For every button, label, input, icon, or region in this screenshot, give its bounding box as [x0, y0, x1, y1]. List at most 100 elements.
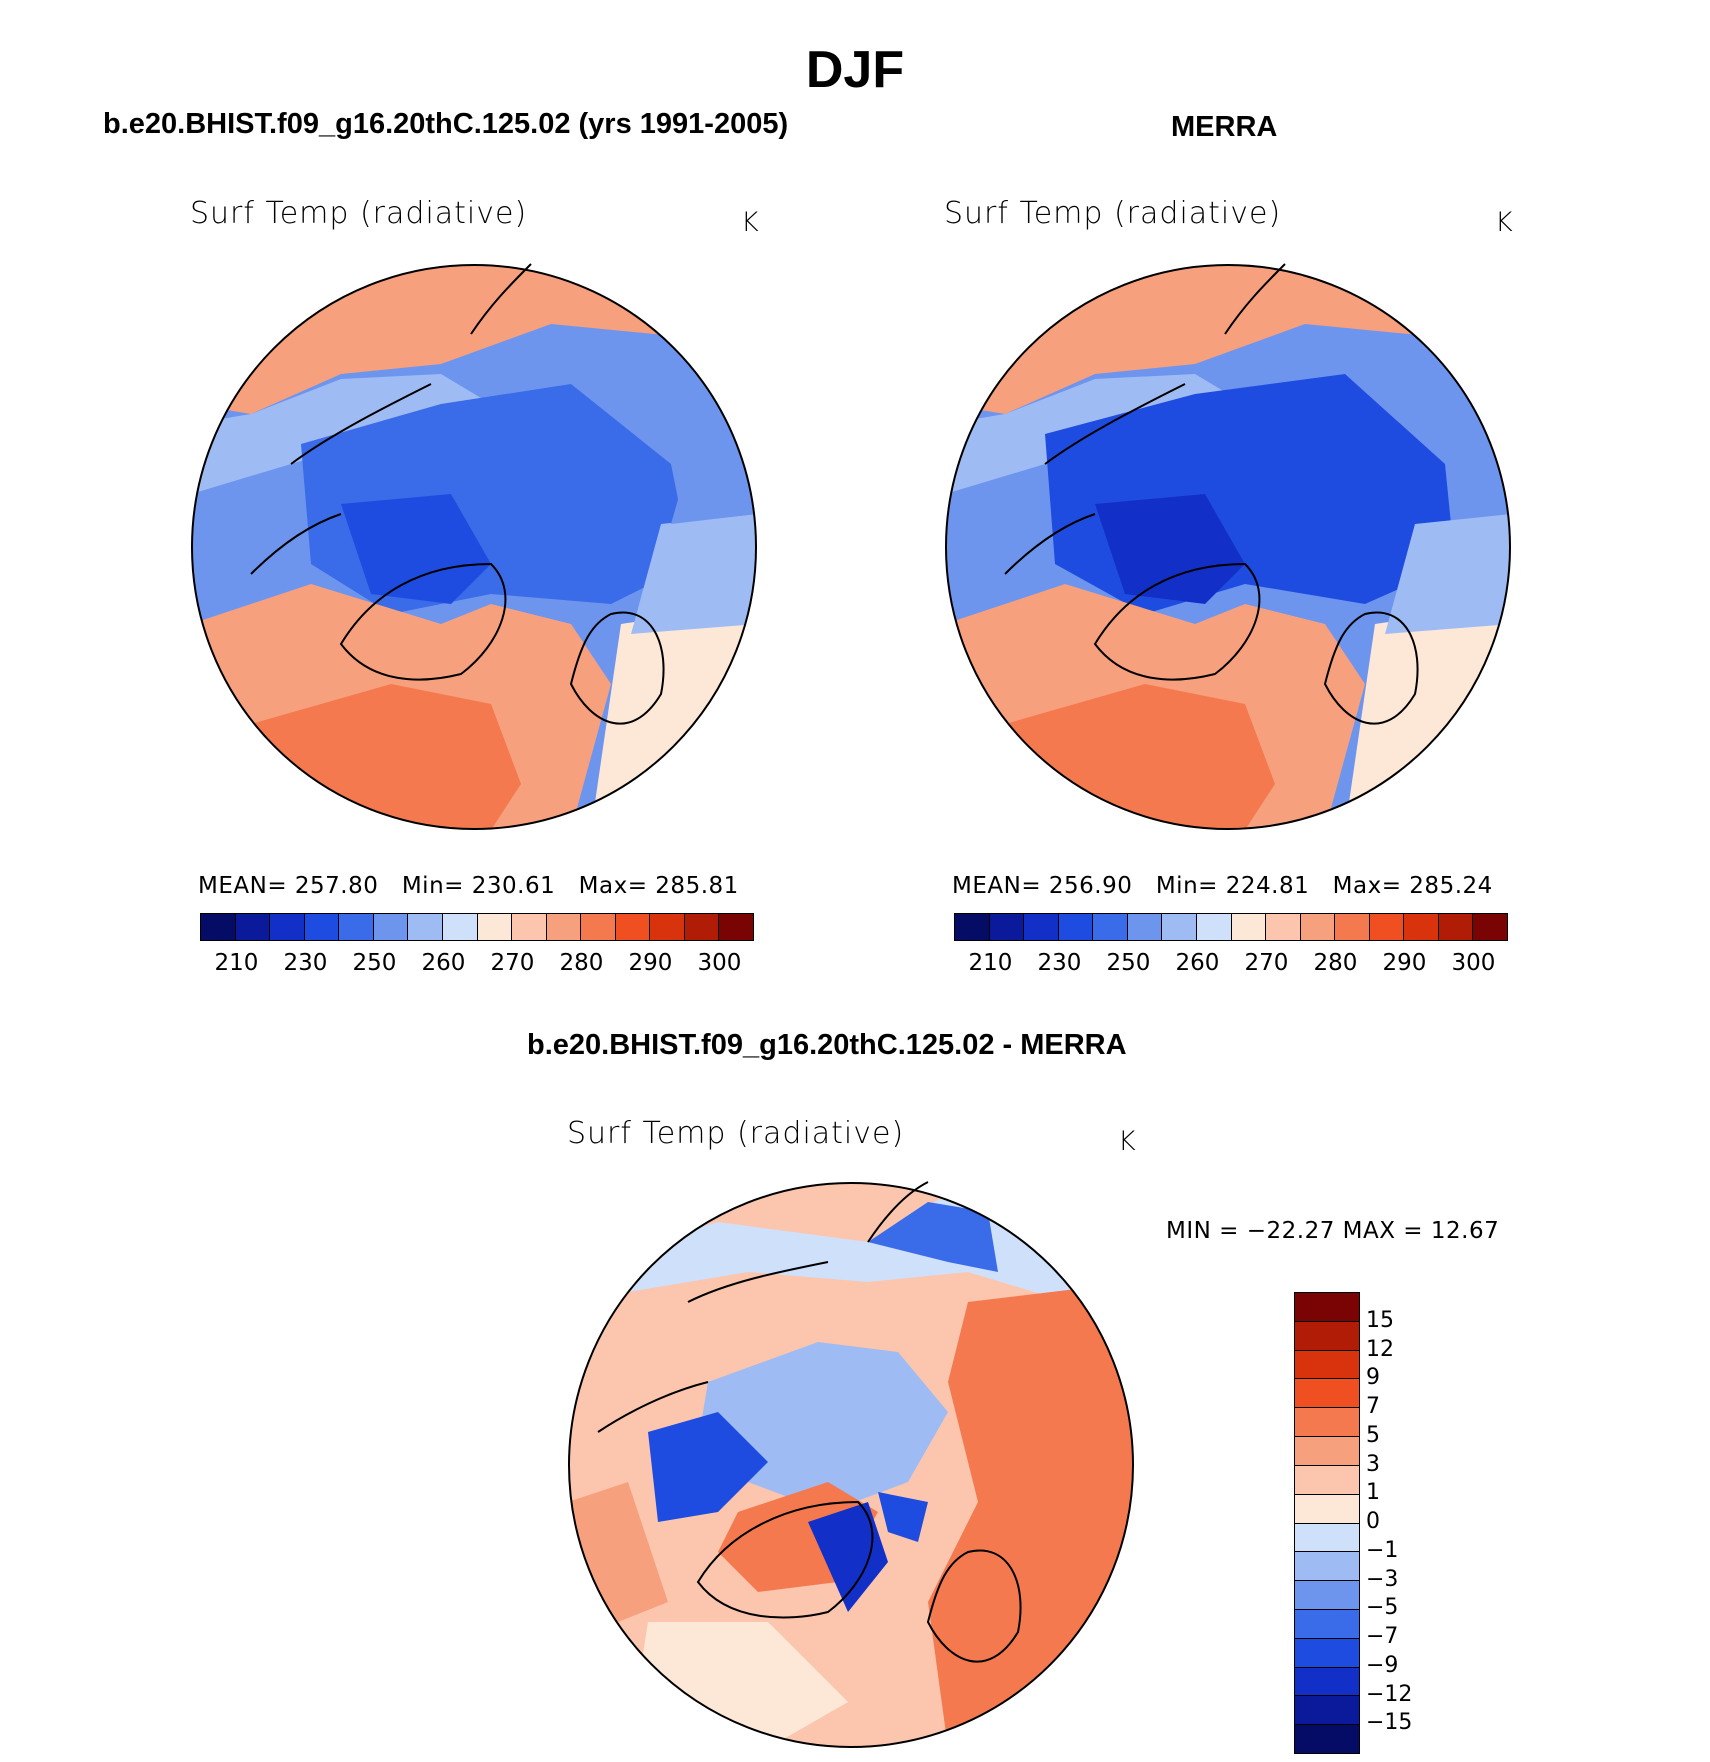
obs-colorbar-swatch — [1058, 914, 1094, 940]
obs-panel-title: MERRA — [1171, 111, 1278, 143]
model-colorbar-tick-label: 300 — [697, 950, 742, 976]
diff-colorbar-swatch — [1295, 1465, 1359, 1495]
obs-colorbar-swatch — [1369, 914, 1405, 940]
model-colorbar-tick-label: 250 — [352, 950, 397, 976]
diff-colorbar-tick-label: 15 — [1366, 1307, 1394, 1333]
model-colorbar-swatch — [408, 914, 443, 940]
diff-colorbar-ticks: 15 12 9 7 5 3 1 0 −1 −3 −5 −7 −9 −12 −15 — [1366, 1292, 1486, 1752]
obs-colorbar-swatch — [1404, 914, 1439, 940]
diff-colorbar-swatch — [1295, 1379, 1359, 1409]
obs-mean-value: 256.90 — [1048, 873, 1133, 899]
diff-colorbar-tick-label: −1 — [1366, 1537, 1399, 1563]
obs-colorbar-swatch — [1335, 914, 1370, 940]
model-colorbar-swatch — [477, 914, 513, 940]
model-colorbar-tick-label: 260 — [421, 950, 466, 976]
obs-max-label: Max= — [1332, 873, 1402, 899]
model-map — [191, 263, 757, 830]
model-min-value: 230.61 — [471, 873, 556, 899]
model-colorbar-tick-label: 210 — [214, 950, 259, 976]
obs-colorbar-swatch — [1127, 914, 1163, 940]
diff-colorbar-tick-label: −15 — [1366, 1710, 1413, 1736]
model-colorbar-tick-label: 270 — [490, 950, 535, 976]
diff-colorbar-tick-label: 12 — [1366, 1336, 1394, 1362]
obs-colorbar-tick-label: 290 — [1382, 950, 1427, 976]
model-colorbar — [200, 913, 754, 941]
obs-map — [945, 263, 1511, 830]
obs-colorbar-swatch — [1024, 914, 1059, 940]
model-colorbar-swatch — [581, 914, 616, 940]
obs-stats: MEAN= 256.90 Min= 224.81 Max= 285.24 — [952, 873, 1493, 899]
obs-colorbar-tick-label: 250 — [1106, 950, 1151, 976]
diff-colorbar-tick-label: −5 — [1366, 1595, 1399, 1621]
diff-colorbar-swatch — [1295, 1408, 1359, 1438]
model-colorbar-swatch — [201, 914, 236, 940]
model-colorbar-swatch — [615, 914, 651, 940]
diff-colorbar — [1294, 1292, 1360, 1754]
diff-unit-label: K — [1118, 1126, 1136, 1157]
diff-colorbar-swatch — [1295, 1581, 1359, 1610]
model-colorbar-swatch — [442, 914, 478, 940]
model-colorbar-ticks: 210 230 250 260 270 280 290 300 — [200, 950, 752, 980]
diff-colorbar-swatch — [1295, 1638, 1359, 1668]
obs-mean-label: MEAN= — [952, 873, 1042, 899]
diff-colorbar-tick-label: −7 — [1366, 1624, 1399, 1649]
diff-colorbar-swatch — [1295, 1523, 1359, 1553]
obs-colorbar-swatch — [1196, 914, 1232, 940]
model-variable-label: Surf Temp (radiative) — [190, 196, 528, 231]
diff-colorbar-swatch — [1295, 1725, 1359, 1753]
obs-variable-label: Surf Temp (radiative) — [944, 196, 1282, 231]
diff-colorbar-swatch — [1295, 1696, 1359, 1726]
obs-colorbar — [954, 913, 1508, 941]
model-colorbar-swatch — [339, 914, 374, 940]
diff-colorbar-tick-label: −12 — [1366, 1681, 1413, 1707]
obs-colorbar-tick-label: 210 — [968, 950, 1013, 976]
model-colorbar-swatch — [270, 914, 305, 940]
diff-colorbar-swatch — [1295, 1494, 1359, 1524]
diff-colorbar-swatch — [1295, 1437, 1359, 1466]
model-max-value: 285.81 — [655, 873, 739, 899]
obs-colorbar-swatch — [1473, 914, 1507, 940]
obs-unit-label: K — [1495, 207, 1513, 238]
model-mean-label: MEAN= — [198, 873, 288, 899]
obs-max-value: 285.24 — [1409, 873, 1493, 899]
obs-min-label: Min= — [1155, 873, 1218, 899]
diff-colorbar-swatch — [1295, 1293, 1359, 1322]
model-colorbar-tick-label: 280 — [559, 950, 604, 976]
obs-colorbar-tick-label: 230 — [1037, 950, 1082, 976]
diff-colorbar-swatch — [1295, 1350, 1359, 1380]
diff-colorbar-tick-label: 1 — [1366, 1480, 1380, 1506]
diff-minmax: MIN = −22.27 MAX = 12.67 — [1166, 1218, 1500, 1244]
obs-colorbar-swatch — [1231, 914, 1267, 940]
obs-colorbar-tick-label: 260 — [1175, 950, 1220, 976]
obs-colorbar-swatch — [1266, 914, 1301, 940]
diff-colorbar-swatch — [1295, 1321, 1359, 1351]
model-colorbar-swatch — [512, 914, 547, 940]
obs-colorbar-tick-label: 270 — [1244, 950, 1289, 976]
model-colorbar-swatch — [546, 914, 582, 940]
diff-colorbar-tick-label: −9 — [1366, 1652, 1399, 1678]
diff-colorbar-tick-label: −3 — [1366, 1566, 1399, 1592]
model-min-label: Min= — [401, 873, 464, 899]
model-max-label: Max= — [578, 873, 648, 899]
diff-colorbar-tick-label: 3 — [1366, 1451, 1380, 1477]
model-colorbar-swatch — [304, 914, 340, 940]
obs-colorbar-swatch — [1300, 914, 1336, 940]
model-colorbar-swatch — [373, 914, 409, 940]
obs-colorbar-swatch — [1162, 914, 1197, 940]
model-colorbar-swatch — [650, 914, 685, 940]
model-colorbar-tick-label: 230 — [283, 950, 328, 976]
model-colorbar-swatch — [719, 914, 753, 940]
diff-map — [568, 1181, 1134, 1748]
obs-colorbar-tick-label: 280 — [1313, 950, 1358, 976]
model-mean-value: 257.80 — [294, 873, 379, 899]
diff-colorbar-tick-label: 0 — [1366, 1509, 1380, 1534]
diff-colorbar-tick-label: 7 — [1366, 1394, 1380, 1419]
diff-variable-label: Surf Temp (radiative) — [567, 1116, 905, 1151]
diff-colorbar-tick-label: 5 — [1366, 1422, 1380, 1448]
diff-colorbar-swatch — [1295, 1667, 1359, 1697]
diff-colorbar-swatch — [1295, 1552, 1359, 1582]
model-panel-title: b.e20.BHIST.f09_g16.20thC.125.02 (yrs 19… — [103, 108, 789, 140]
obs-colorbar-swatch — [955, 914, 990, 940]
model-unit-label: K — [741, 207, 759, 238]
obs-colorbar-tick-label: 300 — [1451, 950, 1496, 976]
